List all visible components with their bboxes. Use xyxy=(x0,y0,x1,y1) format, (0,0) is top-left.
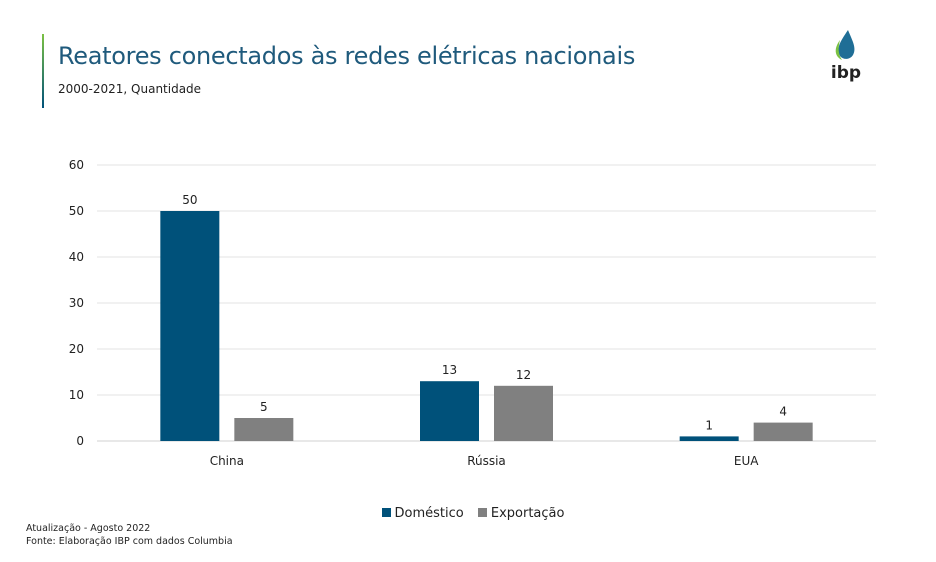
y-tick-label: 0 xyxy=(76,434,84,448)
y-tick-label: 60 xyxy=(69,158,84,172)
data-label: 13 xyxy=(442,363,457,377)
x-tick-label: Rússia xyxy=(467,454,506,468)
bar xyxy=(494,385,553,441)
bar xyxy=(753,422,813,441)
page-title: Reatores conectados às redes elétricas n… xyxy=(58,42,636,70)
bar xyxy=(234,418,294,441)
data-label: 12 xyxy=(516,368,531,382)
bar xyxy=(420,381,479,441)
legend: Doméstico Exportação xyxy=(0,506,936,521)
bar xyxy=(160,211,220,441)
y-tick-label: 20 xyxy=(69,342,84,356)
data-label: 5 xyxy=(260,400,268,414)
x-tick-label: China xyxy=(210,454,244,468)
y-tick-label: 40 xyxy=(69,250,84,264)
update-note: Atualização - Agosto 2022 xyxy=(26,523,151,534)
legend-label-exportacao: Exportação xyxy=(490,506,565,521)
x-tick-label: EUA xyxy=(734,454,759,468)
legend-swatch-domestico xyxy=(381,508,391,517)
bar xyxy=(679,436,739,441)
data-label: 4 xyxy=(779,405,787,419)
legend-label-domestico: Doméstico xyxy=(394,506,464,521)
data-label: 50 xyxy=(182,193,197,207)
y-tick-label: 50 xyxy=(69,204,84,218)
ibp-logo: ibp xyxy=(826,28,866,84)
page-subtitle: 2000-2021, Quantidade xyxy=(58,82,202,96)
legend-swatch-exportacao xyxy=(477,508,487,517)
svg-text:ibp: ibp xyxy=(831,63,861,83)
y-tick-label: 30 xyxy=(69,296,84,310)
source-note: Fonte: Elaboração IBP com dados Columbia xyxy=(26,536,233,547)
data-label: 1 xyxy=(705,418,713,432)
title-accent-bar xyxy=(42,34,44,108)
y-tick-label: 10 xyxy=(69,388,84,402)
